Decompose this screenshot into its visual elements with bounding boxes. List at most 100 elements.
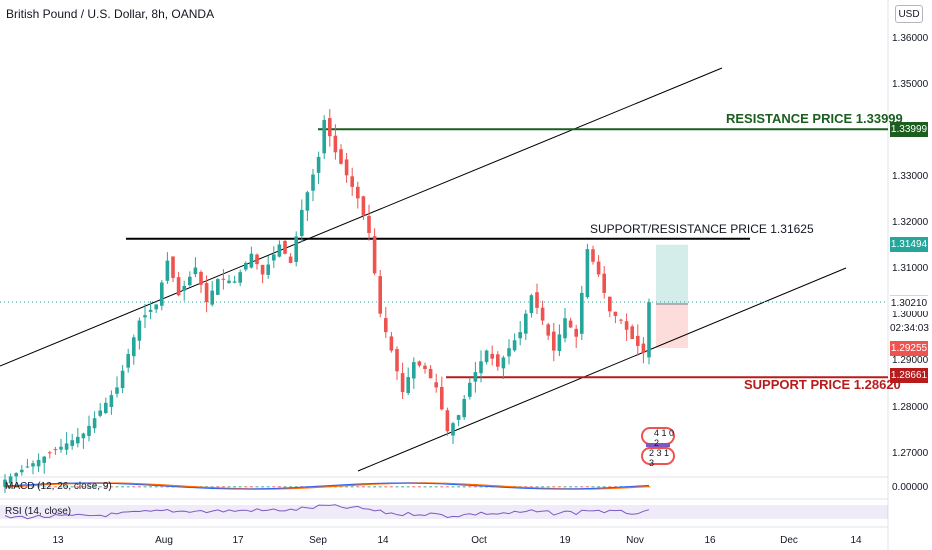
candle-body <box>372 236 377 274</box>
macd-histogram-bar <box>160 486 164 488</box>
candle-body <box>244 262 248 270</box>
rsi-line <box>4 504 650 520</box>
candle-body <box>344 159 349 176</box>
macd-histogram-bar <box>81 486 85 488</box>
candle-body <box>154 304 158 310</box>
macd-histogram-bar <box>42 486 46 488</box>
candle-body <box>221 278 226 280</box>
candle-body <box>445 410 450 432</box>
x-tick-label: 17 <box>232 535 244 546</box>
price-badge: 02:34:03 <box>890 321 929 337</box>
candle-body <box>171 256 175 278</box>
y-tick-label: 0.00000 <box>892 482 929 493</box>
macd-histogram-bar <box>238 486 242 488</box>
sr-annotation: SUPPORT/RESISTANCE PRICE 1.31625 <box>590 222 814 236</box>
macd-histogram-bar <box>580 486 584 488</box>
candle-body <box>204 283 209 303</box>
price-badge: 1.33999 <box>890 121 928 137</box>
macd-histogram-bar <box>216 486 220 488</box>
macd-histogram-bar <box>233 486 237 488</box>
candle-body <box>210 290 214 305</box>
candle-body <box>619 319 623 321</box>
candle-body <box>378 276 382 314</box>
candle-body <box>8 476 13 484</box>
candle-body <box>104 402 108 414</box>
macd-histogram-bar <box>227 486 231 488</box>
macd-histogram-bar <box>524 486 528 488</box>
stats-bottom: 2 3 1 3 <box>649 448 670 468</box>
price-badge: 1.28661 <box>890 367 928 383</box>
x-tick-label: Dec <box>780 535 798 546</box>
candle-body <box>165 260 170 281</box>
macd-histogram-bar <box>417 486 421 488</box>
x-tick-label: 14 <box>377 535 389 546</box>
macd-histogram-bar <box>557 486 561 488</box>
candle-body <box>647 302 651 358</box>
candle-body <box>14 473 18 477</box>
candle-body <box>501 357 506 369</box>
macd-histogram-bar <box>48 486 52 488</box>
candle-body <box>92 418 97 429</box>
macd-histogram-bar <box>149 486 153 488</box>
macd-histogram-bar <box>597 486 601 488</box>
candle-body <box>641 343 646 353</box>
candle-body <box>176 277 181 296</box>
macd-histogram-bar <box>244 486 248 488</box>
x-tick-label: 14 <box>850 535 862 546</box>
macd-histogram-bar <box>132 486 136 488</box>
candle-body <box>389 336 394 351</box>
upper-trend-line <box>0 67 723 367</box>
candle-body <box>451 423 455 436</box>
macd-histogram-bar <box>154 486 158 488</box>
stats-top: 4 1 0 2 <box>654 428 675 448</box>
candle-body <box>591 249 595 262</box>
candle-body <box>188 276 192 286</box>
candle-body <box>300 209 304 237</box>
macd-histogram-bar <box>451 486 455 488</box>
macd-histogram-bar <box>261 486 265 488</box>
macd-histogram-bar <box>339 486 343 488</box>
y-tick-label: 1.32000 <box>892 217 929 228</box>
candle-body <box>630 326 634 340</box>
candle-body <box>580 292 584 334</box>
macd-histogram-bar <box>473 486 477 488</box>
candle-body <box>316 156 321 173</box>
macd-histogram-bar <box>109 486 113 488</box>
macd-line <box>4 482 650 490</box>
candle-body <box>193 267 198 275</box>
candle-body <box>339 149 343 164</box>
candle-body <box>384 318 388 333</box>
macd-histogram-bar <box>373 486 377 488</box>
candle-body <box>613 311 618 316</box>
candle-body <box>333 135 338 153</box>
macd-histogram-bar <box>59 486 63 488</box>
candle-body <box>283 240 287 254</box>
candle-body <box>199 271 203 285</box>
macd-histogram-bar <box>93 486 97 488</box>
macd-histogram-bar <box>434 486 438 488</box>
candle-body <box>277 244 282 257</box>
candle-body <box>216 279 220 295</box>
candle-body <box>496 354 500 367</box>
macd-histogram-bar <box>205 486 209 488</box>
candle-body <box>563 318 567 339</box>
price-badge: 1.29255 <box>890 340 928 356</box>
candle-body <box>585 249 590 298</box>
macd-histogram-bar <box>143 486 147 488</box>
macd-histogram-bar <box>384 486 388 488</box>
macd-histogram-bar <box>445 486 449 488</box>
macd-histogram-bar <box>429 486 433 488</box>
candle-body <box>557 334 562 352</box>
macd-histogram-bar <box>535 486 539 488</box>
candle-body <box>608 296 612 312</box>
candle-body <box>132 337 136 357</box>
macd-histogram-bar <box>462 486 466 488</box>
currency-button[interactable]: USD <box>895 5 923 23</box>
candle-body <box>412 362 416 379</box>
candle-body <box>423 365 427 369</box>
candle-body <box>568 320 573 328</box>
macd-histogram-bar <box>266 486 270 488</box>
candle-body <box>48 452 52 454</box>
x-tick-label: Nov <box>626 535 644 546</box>
